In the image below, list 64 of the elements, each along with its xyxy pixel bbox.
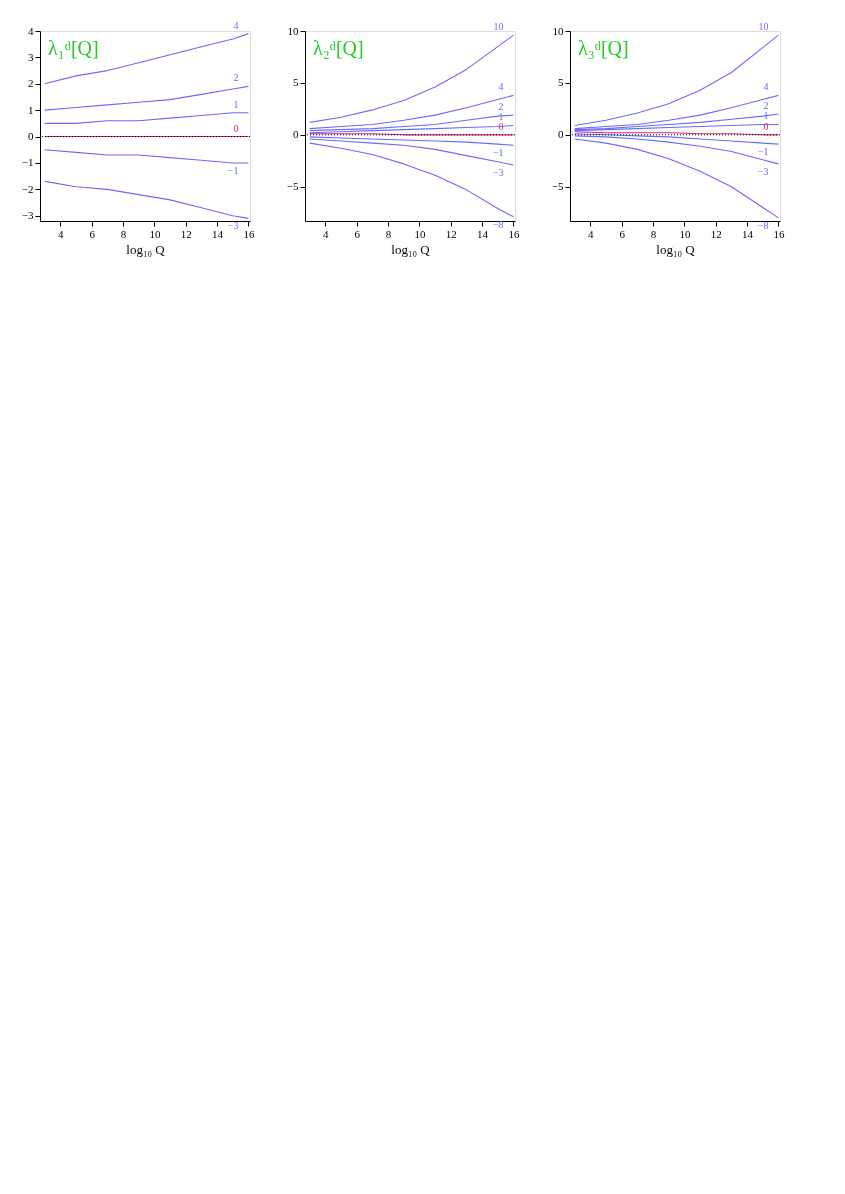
x-tick-label: 10 — [679, 227, 691, 240]
series-label: 4 — [763, 81, 769, 93]
series-label: 4 — [498, 81, 504, 93]
chart-title: λ₃ᵈ[Q] — [578, 37, 629, 59]
x-tick-label: 14 — [477, 227, 489, 240]
y-tick-label: 0 — [293, 128, 299, 141]
series-label: 4 — [233, 19, 239, 31]
series-label: 2 — [498, 101, 504, 113]
series-label: 1 — [498, 111, 504, 123]
chart-title: λ₂ᵈ[Q] — [313, 37, 364, 59]
series-label: −8 — [757, 219, 769, 231]
y-tick-label: 5 — [558, 76, 564, 89]
series-label: −3 — [227, 220, 239, 232]
x-tick-label: 4 — [323, 227, 330, 240]
x-tick-label: 12 — [180, 227, 192, 240]
x-tick-label: 6 — [619, 227, 626, 240]
y-tick-label: −3 — [21, 209, 34, 222]
x-axis-title: log₁₀ Q — [126, 241, 166, 257]
x-tick-label: 16 — [508, 227, 520, 240]
y-tick-label: −5 — [286, 180, 299, 193]
x-tick-label: 6 — [89, 227, 96, 240]
x-tick-label: 14 — [212, 227, 224, 240]
x-tick-label: 8 — [650, 227, 657, 240]
series-label: −1 — [492, 147, 504, 159]
series-label: 1 — [233, 98, 239, 110]
x-tick-label: 12 — [710, 227, 722, 240]
x-tick-label: 10 — [414, 227, 426, 240]
x-tick-label: 8 — [385, 227, 392, 240]
series-label: 10 — [758, 21, 769, 33]
x-axis-title: log₁₀ Q — [656, 241, 696, 257]
series-label: 0 — [763, 120, 769, 132]
x-tick-label: 8 — [120, 227, 127, 240]
y-tick-label: 3 — [28, 50, 34, 63]
y-tick-label: 1 — [28, 103, 34, 116]
series-label: −3 — [757, 165, 769, 177]
y-tick-label: 0 — [558, 128, 564, 141]
series-label: −1 — [757, 146, 769, 158]
x-tick-label: 4 — [58, 227, 65, 240]
y-tick-label: 2 — [28, 77, 34, 90]
y-tick-label: −5 — [551, 180, 564, 193]
x-axis-title: log₁₀ Q — [391, 241, 431, 257]
series-label: −8 — [492, 218, 504, 230]
x-tick-label: 6 — [354, 227, 361, 240]
x-tick-label: 12 — [445, 227, 457, 240]
series-label: 10 — [493, 21, 504, 33]
series-label: 2 — [233, 72, 239, 84]
y-tick-label: 5 — [293, 76, 299, 89]
y-tick-label: −2 — [21, 182, 34, 195]
y-tick-label: 4 — [28, 24, 34, 37]
x-tick-label: 4 — [588, 227, 595, 240]
x-tick-label: 10 — [149, 227, 161, 240]
series-label: 0 — [233, 122, 239, 134]
series-label: 2 — [763, 100, 769, 112]
y-tick-label: 10 — [287, 24, 299, 37]
x-tick-label: 16 — [243, 227, 255, 240]
x-tick-label: 16 — [773, 227, 785, 240]
y-tick-label: 10 — [552, 24, 564, 37]
y-tick-label: 0 — [28, 130, 34, 143]
x-tick-label: 14 — [742, 227, 754, 240]
y-tick-label: −1 — [21, 156, 34, 169]
series-label: 0 — [498, 120, 504, 132]
series-label: −1 — [227, 164, 239, 176]
chart-title: λ₁ᵈ[Q] — [48, 37, 99, 59]
series-label: −3 — [492, 166, 504, 178]
